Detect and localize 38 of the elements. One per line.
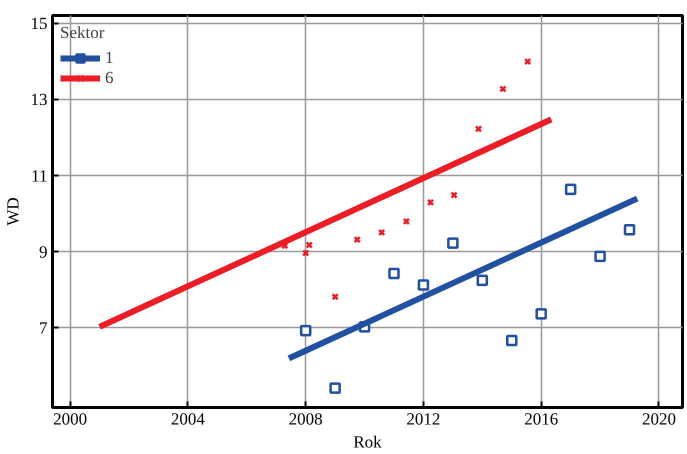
point [353,236,361,244]
y-tick-label: 9 [39,242,48,262]
point [302,249,310,257]
point [594,250,606,262]
point [474,125,482,133]
x-tick-label: 2004 [170,410,206,428]
point [447,237,459,249]
y-axis-title: WD [4,197,22,226]
y-tick-label: 13 [30,90,48,110]
point [418,279,430,291]
y-tick-label: 7 [39,318,48,338]
y-tick-label: 15 [30,14,48,34]
point [300,324,312,336]
point [450,191,458,199]
point [329,382,341,394]
point [506,334,518,346]
legend-label: 6 [105,68,114,88]
point [305,241,313,249]
point [402,218,410,226]
point [524,58,532,66]
y-tick-label: 11 [31,166,48,186]
point [499,85,507,93]
x-tick-label: 2016 [524,410,558,428]
point [535,308,547,320]
point [564,184,576,196]
point [624,224,636,236]
x-axis-title: Rok [353,432,382,452]
point [426,198,434,206]
point [476,274,488,286]
legend-label: 1 [105,48,114,68]
x-tick-label: 2020 [642,410,676,428]
point [388,268,400,280]
x-tick-label: 2000 [53,410,88,428]
legend-title: Sektor [60,23,106,43]
point [331,293,339,300]
point [378,228,386,236]
x-tick-label: 2012 [406,410,440,428]
x-tick-label: 2008 [288,410,323,428]
